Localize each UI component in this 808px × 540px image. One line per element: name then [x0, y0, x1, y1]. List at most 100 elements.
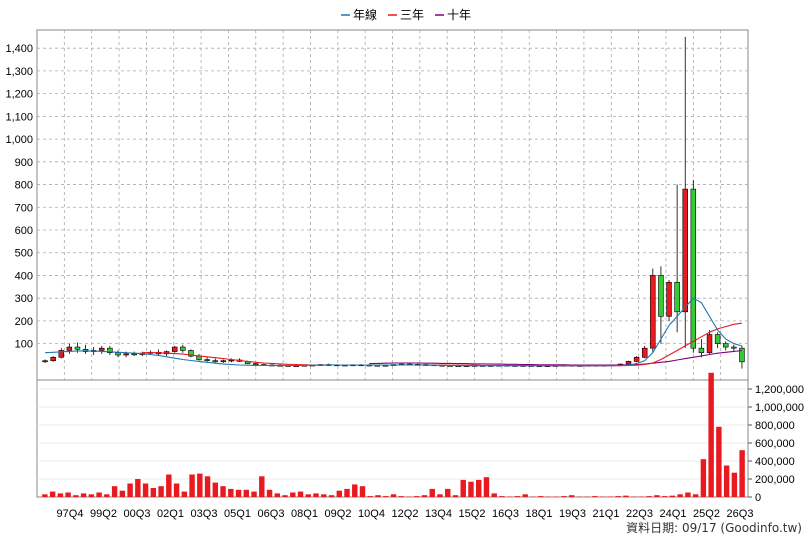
candle-body [641, 347, 648, 358]
candle-body [674, 281, 680, 313]
volume-bar [204, 476, 211, 497]
volume-panel: 0 200,000 400,000 600,000 800,000 1,000,000 1,… [36, 372, 804, 504]
candle-body [633, 356, 640, 362]
volume-bar [104, 494, 110, 497]
price-tick-label: 500 [15, 248, 33, 260]
volume-bar [723, 465, 730, 497]
candle-body [682, 188, 688, 313]
legend-label-year: 年線 [353, 7, 377, 22]
x-tick-label: 18Q1 [526, 508, 553, 520]
price-tick-label: 700 [15, 202, 33, 214]
volume-bar [677, 494, 683, 497]
candle-body [625, 361, 632, 365]
volume-bar [181, 491, 188, 497]
volume-bar [398, 496, 404, 497]
price-tick-label: 100 [15, 339, 33, 351]
volume-bar [127, 483, 133, 497]
volume-bar [654, 495, 660, 497]
candle-body [714, 334, 721, 344]
price-tick-label: 900 [15, 157, 33, 169]
price-tick-label: 1,200 [5, 89, 33, 101]
volume-bar [111, 486, 118, 497]
volume-bar [235, 489, 242, 497]
volume-bar [700, 459, 707, 497]
legend-label-3y: 三年 [400, 8, 424, 22]
volume-bar [119, 490, 126, 497]
volume-bar [375, 495, 381, 497]
price-tick-label: 400 [15, 270, 33, 282]
candle-body [107, 347, 113, 354]
volume-bar [359, 486, 366, 497]
volume-bar [367, 496, 373, 497]
volume-bar [661, 496, 668, 497]
volume-bar [646, 496, 652, 497]
volume-bar [197, 473, 203, 497]
volume-bar [708, 372, 714, 497]
candle-body [666, 281, 672, 317]
volume-bar [189, 474, 195, 497]
x-tick-label: 08Q1 [291, 508, 318, 520]
volume-bar [561, 496, 567, 497]
volume-bar [592, 496, 598, 497]
price-tick-label: 1,400 [5, 43, 33, 55]
volume-bar [491, 493, 497, 497]
volume-bar [414, 496, 420, 497]
volume-bar [321, 494, 327, 497]
x-axis: 97Q4 99Q2 00Q3 02Q1 03Q3 05Q1 06Q3 08Q1 09Q2 10Q4… [57, 508, 754, 520]
volume-bar [274, 493, 281, 497]
volume-bar [468, 481, 474, 497]
candle-body [212, 360, 218, 363]
candle-body [180, 346, 186, 351]
x-tick-label: 99Q2 [90, 508, 117, 520]
x-tick-label: 06Q3 [258, 508, 285, 520]
legend-label-10y: 十年 [447, 8, 471, 22]
candle-body [50, 356, 56, 361]
volume-bar [716, 426, 722, 497]
volume-bar [514, 496, 521, 497]
candle-body [131, 353, 137, 356]
candle-body [58, 350, 64, 358]
x-tick-label: 02Q1 [157, 508, 184, 520]
x-tick-label: 13Q4 [425, 508, 452, 520]
volume-bar [483, 477, 490, 497]
volume-bar [390, 494, 397, 497]
volume-bar [383, 496, 389, 497]
volume-bar [65, 492, 71, 497]
source-note: 資料日期: 09/17 (Goodinfo.tw) [626, 521, 802, 535]
volume-bar [220, 486, 226, 497]
x-tick-label: 10Q4 [358, 508, 385, 520]
volume-bar [739, 450, 745, 497]
volume-bar [266, 489, 273, 497]
volume-bar [460, 479, 466, 497]
price-tick-label: 600 [15, 225, 33, 237]
x-tick-label: 24Q1 [660, 508, 687, 520]
volume-bar [42, 494, 48, 497]
volume-bar [452, 495, 459, 497]
volume-bar [437, 494, 443, 497]
volume-bar [352, 484, 358, 497]
candle-body [196, 355, 202, 360]
volume-bar [336, 490, 342, 497]
x-tick-label: 97Q4 [57, 508, 84, 520]
price-tick-label: 800 [15, 180, 33, 192]
volume-bar [96, 492, 102, 497]
volume-bar [228, 488, 234, 497]
candle-body [658, 275, 664, 317]
price-panel: 100 200 300 400 500 600 700 800 900 1,000 1,100 1,2… [5, 29, 749, 381]
volume-bar [313, 493, 319, 497]
candle-body [220, 360, 227, 363]
volume-bar [537, 496, 544, 497]
candle-body [123, 353, 129, 356]
price-tick-label: 200 [15, 316, 33, 328]
candle-body [171, 346, 178, 352]
volume-bar [685, 492, 691, 497]
volume-bar [251, 491, 257, 497]
volume-bar [150, 488, 157, 497]
volume-tick-label: 1,000,000 [755, 402, 804, 414]
x-tick-label: 26Q3 [727, 508, 754, 520]
volume-bar [305, 494, 311, 497]
candle-body [188, 350, 194, 357]
volume-tick-label: 600,000 [755, 438, 795, 450]
